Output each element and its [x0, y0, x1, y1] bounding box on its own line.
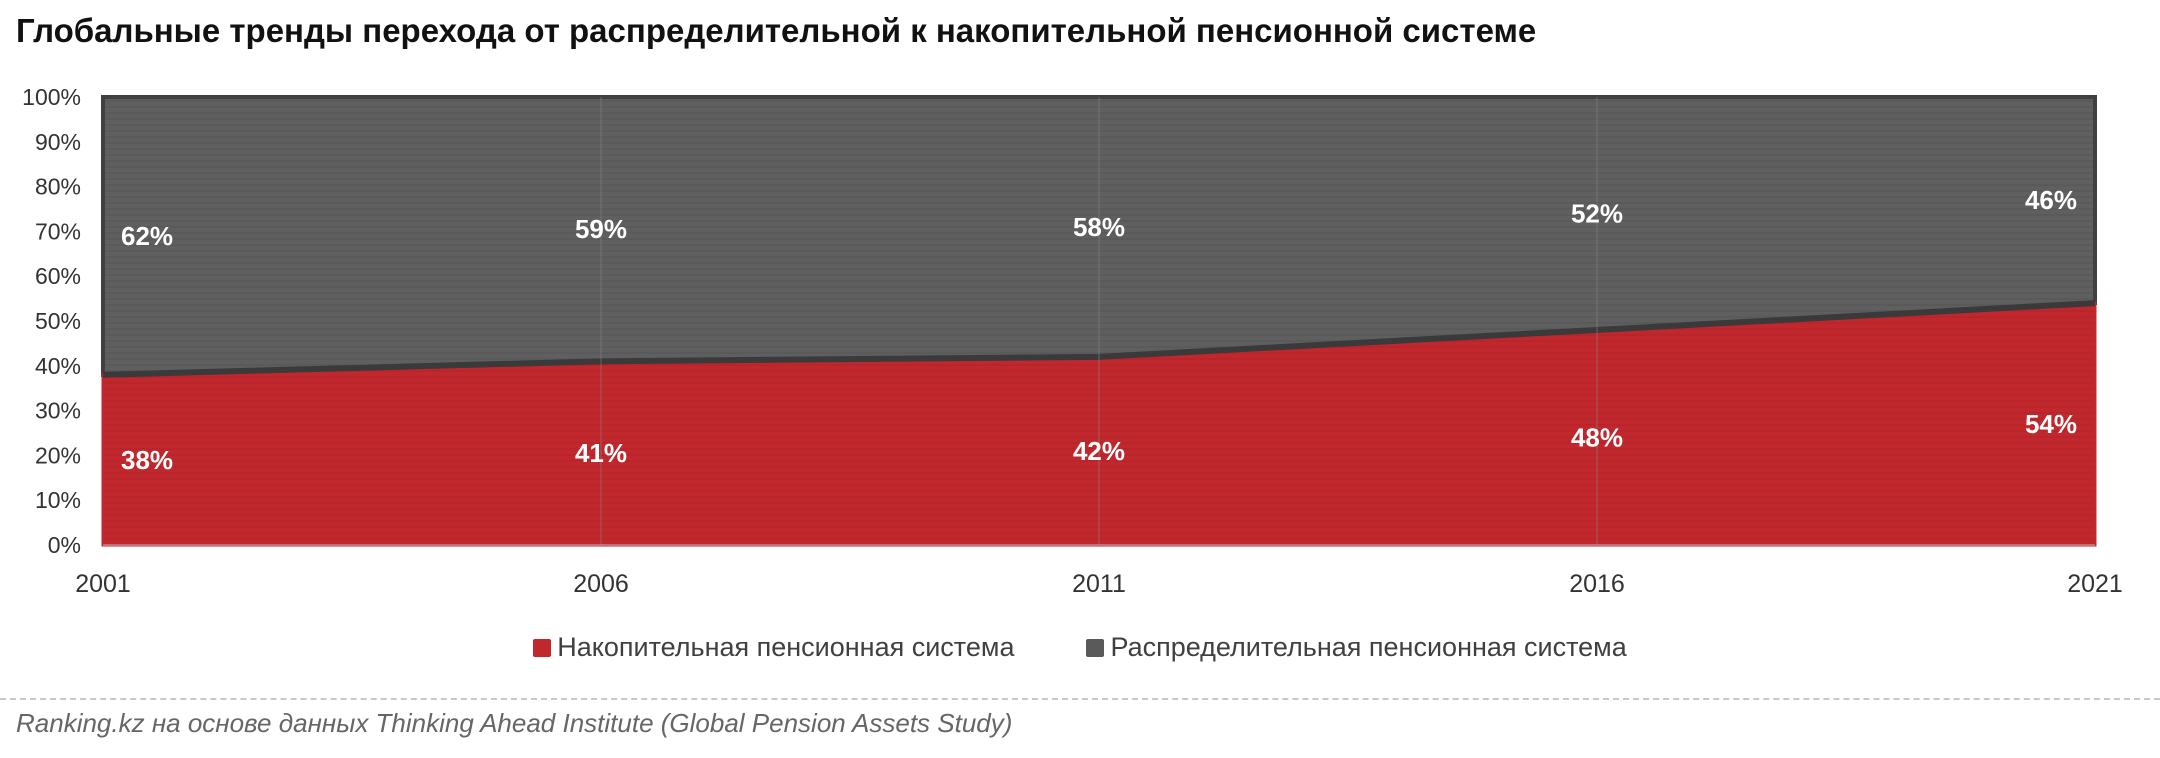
data-label-paygo: 62%: [121, 221, 173, 251]
legend-swatch-paygo: [1086, 638, 1105, 657]
data-label-paygo: 46%: [2025, 185, 2077, 215]
data-label-funded: 41%: [575, 438, 627, 468]
data-label-funded: 42%: [1073, 436, 1125, 466]
y-tick-label: 0%: [48, 532, 81, 558]
x-tick-label: 2006: [573, 570, 629, 598]
x-axis-ticks: 2001 2006 2011 2016 2021: [75, 570, 2123, 598]
y-tick-label: 50%: [35, 308, 81, 334]
y-tick-label: 10%: [35, 487, 81, 513]
y-tick-label: 40%: [35, 353, 81, 379]
x-tick-label: 2021: [2067, 570, 2123, 598]
data-label-paygo: 52%: [1571, 198, 1623, 228]
data-label-funded: 38%: [121, 445, 173, 475]
data-label-paygo: 59%: [575, 214, 627, 244]
x-tick-label: 2001: [75, 570, 131, 598]
legend-item-funded: Накопительная пенсионная система: [533, 632, 1014, 663]
data-label-paygo: 58%: [1073, 212, 1125, 242]
y-tick-label: 70%: [35, 218, 81, 244]
y-tick-label: 30%: [35, 398, 81, 424]
legend-label-paygo: Распределительная пенсионная система: [1110, 632, 1627, 662]
legend-item-paygo: Распределительная пенсионная система: [1086, 632, 1627, 663]
y-axis-ticks: 0% 10% 20% 30% 40% 50% 60% 70% 80% 90% 100%: [22, 84, 81, 558]
source-note: Ranking.kz на основе данных Thinking Ahe…: [16, 708, 1013, 738]
legend-label-funded: Накопительная пенсионная система: [557, 632, 1015, 662]
data-label-funded: 48%: [1571, 422, 1623, 452]
y-tick-label: 90%: [35, 129, 81, 155]
data-label-funded: 54%: [2025, 409, 2077, 439]
footer-divider: [0, 698, 2160, 700]
data-labels: 38% 62% 41% 59% 42% 58% 48% 52% 54% 46%: [121, 185, 2077, 475]
legend-swatch-funded: [533, 638, 552, 657]
x-tick-label: 2011: [1072, 570, 1126, 598]
gridlines: [103, 97, 2095, 546]
y-tick-label: 20%: [35, 442, 81, 468]
y-tick-label: 60%: [35, 263, 81, 289]
stacked-area-chart: 0%10%20%30%40%50%60%70%80%90%100% 2001 20…: [22, 84, 2123, 598]
legend: Накопительная пенсионная система Распред…: [0, 632, 2160, 663]
chart-title: Глобальные тренды перехода от распредели…: [16, 12, 1537, 49]
y-tick-label: 100%: [22, 84, 81, 110]
y-tick-label: 80%: [35, 174, 81, 200]
x-tick-label: 2016: [1569, 570, 1625, 598]
